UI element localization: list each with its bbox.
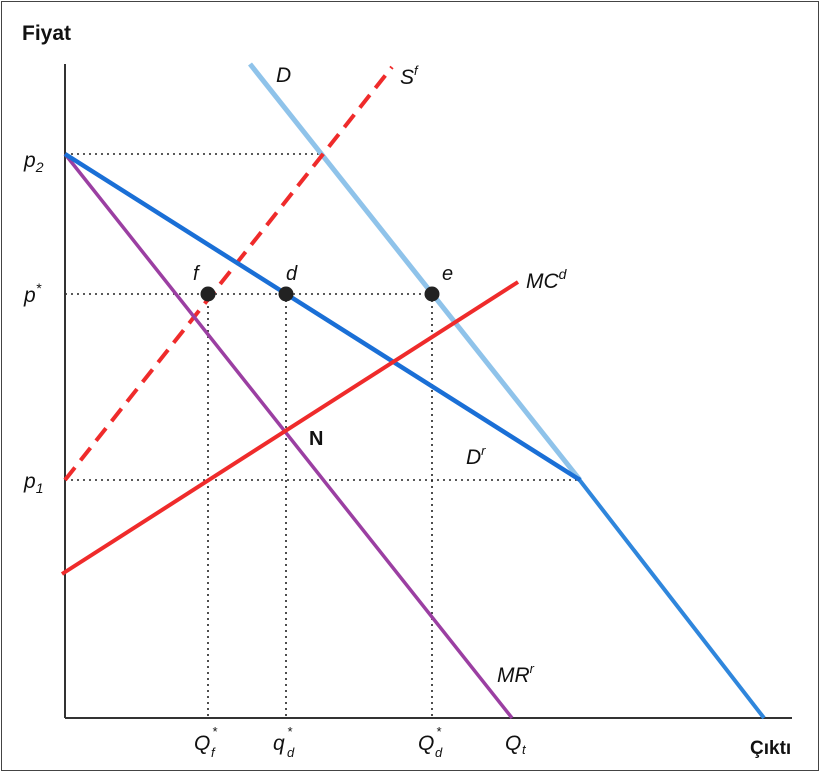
- label-MRr: MRr: [497, 661, 535, 687]
- y-axis-title: Fiyat: [22, 22, 71, 45]
- label-Sf: Sf: [400, 63, 419, 89]
- label-pstar: p*: [23, 280, 42, 307]
- curve-MRr: [63, 152, 514, 720]
- label-Qd: Q * d: [418, 724, 443, 760]
- label-point-N: N: [309, 428, 323, 450]
- svg-text:q: q: [273, 732, 285, 755]
- svg-text:*: *: [436, 724, 442, 739]
- curve-MCd: [60, 280, 520, 576]
- curve-Sf: [63, 65, 394, 482]
- label-qd: q * d: [273, 724, 295, 760]
- label-point-d: d: [286, 263, 298, 285]
- curve-D-lower: [576, 476, 766, 720]
- svg-text:*: *: [287, 724, 293, 739]
- svg-text:f: f: [211, 745, 216, 760]
- point-e: [424, 286, 440, 302]
- label-MCd: MCd: [526, 266, 568, 293]
- curve-Dr: [63, 152, 582, 482]
- svg-text:Q: Q: [505, 732, 521, 755]
- svg-text:t: t: [522, 742, 527, 757]
- x-axis-title: Çıktı: [750, 738, 791, 759]
- svg-text:Q: Q: [418, 732, 434, 755]
- label-point-e: e: [442, 263, 453, 285]
- label-Qt: Q t: [505, 732, 527, 757]
- label-Qf: Q * f: [194, 724, 218, 760]
- label-p1: p1: [23, 470, 43, 496]
- label-p2: p2: [23, 149, 44, 175]
- svg-text:*: *: [212, 724, 218, 739]
- point-d: [278, 286, 294, 302]
- label-point-f: f: [193, 263, 201, 285]
- svg-text:Q: Q: [194, 732, 210, 755]
- label-D: D: [276, 64, 291, 87]
- svg-text:d: d: [287, 745, 295, 760]
- curve-D: [248, 62, 582, 482]
- label-Dr: Dr: [466, 443, 486, 469]
- svg-text:d: d: [435, 745, 443, 760]
- point-f: [200, 286, 216, 302]
- guide-lines: [65, 153, 580, 718]
